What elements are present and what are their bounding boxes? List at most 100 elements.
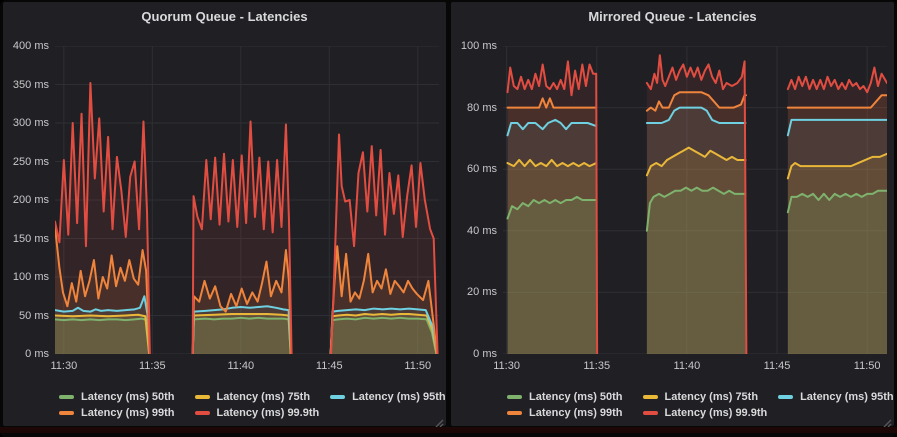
y-tick-label: 350 ms [12,78,49,91]
series-area [787,190,887,354]
series-area [192,313,291,354]
series-line [329,316,438,354]
series-area [55,226,150,354]
panel-title-quorum[interactable]: Quorum Queue - Latencies [141,9,308,24]
series-line [191,305,293,354]
legend-item[interactable]: Latency (ms) 95th [330,391,446,403]
series-line [786,152,887,180]
x-axis-labels: 11:30 11:35 11:40 11:45 11:50 [493,357,887,375]
series-line [55,225,151,354]
legend: Latency (ms) 50th Latency (ms) 75th Latenc… [507,391,894,419]
plot-area[interactable] [503,46,887,354]
window-bottom-edge [0,427,897,433]
series-line [55,81,151,354]
legend-series-label: Latency (ms) 99.9th [664,407,768,419]
legend-series-label: Latency (ms) 99th [81,407,175,419]
legend-series-dash-icon [194,395,210,399]
legend-item[interactable]: Latency (ms) 50th [507,391,623,403]
series-area [646,55,747,354]
legend-series-dash-icon [642,395,658,399]
series-area [507,98,597,354]
y-axis-labels: 0 ms 20 ms 40 ms 60 ms 80 ms 100 ms [451,40,497,360]
series-area [787,119,887,354]
legend-series-dash-icon [507,411,522,415]
series-line [329,307,438,354]
legend-item[interactable]: Latency (ms) 75th [642,391,759,403]
series-area [787,153,887,354]
y-tick-label: 60 ms [467,163,497,176]
legend-series-label: Latency (ms) 99.9th [216,407,320,419]
chart-canvas[interactable] [55,46,439,354]
legend-item[interactable]: Latency (ms) 99.9th [194,407,320,419]
x-axis-labels: 11:30 11:35 11:40 11:45 11:50 [50,357,439,375]
legend-item[interactable]: Latency (ms) 50th [59,391,175,403]
series-line [786,189,887,214]
series-area [787,95,887,354]
x-tick-label: 11:35 [138,360,166,372]
y-tick-label: 0 ms [473,348,497,360]
series-area [330,246,437,354]
series-line [786,118,887,137]
x-tick-label: 11:35 [583,360,611,372]
series-area [646,187,746,354]
y-tick-label: 250 ms [12,155,49,168]
x-tick-label: 11:50 [853,360,881,372]
legend-series-label: Latency (ms) 75th [216,391,311,403]
legend-series-label: Latency (ms) 75th [664,391,759,403]
y-tick-label: 150 ms [12,232,49,245]
series-area [507,61,598,354]
x-tick-label: 11:40 [673,360,701,372]
legend-item[interactable]: Latency (ms) 95th [778,391,894,403]
legend-row: Latency (ms) 99th Latency (ms) 99.9th [507,407,894,419]
series-line [330,133,439,354]
panel-title-mirrored[interactable]: Mirrored Queue - Latencies [588,9,757,24]
series-line [329,312,438,354]
panel-mirrored-queue: Mirrored Queue - Latencies 0 ms 20 ms 40 m… [451,2,894,428]
series-line [191,120,293,354]
panel-resize-handle[interactable] [435,415,444,428]
legend-series-dash-icon [330,395,346,399]
y-tick-label: 50 ms [19,309,49,322]
legend-item[interactable]: Latency (ms) 99.9th [642,407,768,419]
legend-item[interactable]: Latency (ms) 75th [194,391,311,403]
series-line [645,106,747,124]
y-tick-label: 100 ms [12,271,49,283]
x-tick-label: 11:50 [404,360,432,372]
legend-row: Latency (ms) 99th Latency (ms) 99.9th [59,407,446,419]
series-line [329,245,438,354]
chart-quorum: 0 ms 50 ms 100 ms 150 ms 200 ms 250 ms 300 ms 3… [3,30,446,375]
legend-item[interactable]: Latency (ms) 99th [59,407,175,419]
legend-item[interactable]: Latency (ms) 99th [507,407,623,419]
chart-canvas[interactable] [503,46,887,354]
panel-resize-handle[interactable] [883,415,892,428]
legend-series-dash-icon [59,411,74,415]
legend: Latency (ms) 50th Latency (ms) 75th Latenc… [59,391,446,419]
series-line [786,66,887,94]
panels-row: Quorum Queue - Latencies 0 ms 50 ms 100 ms… [3,2,894,428]
x-tick-label: 11:45 [763,360,791,372]
x-tick-label: 11:30 [50,360,78,372]
x-tick-label: 11:40 [227,360,255,372]
series-line [645,54,748,354]
series-line [506,158,598,168]
series-line [645,91,748,112]
y-tick-label: 40 ms [467,224,497,237]
y-tick-label: 300 ms [12,117,49,129]
series-line [506,118,598,137]
series-line [191,249,293,354]
legend-row: Latency (ms) 50th Latency (ms) 75th Latenc… [59,391,446,403]
legend-row: Latency (ms) 50th Latency (ms) 75th Latenc… [507,391,894,403]
plot-area[interactable] [55,46,439,354]
series-area [507,159,597,354]
legend-series-label: Latency (ms) 95th [800,391,894,403]
series-line [506,195,598,220]
legend-series-label: Latency (ms) 95th [352,391,446,403]
y-tick-label: 100 ms [460,40,497,52]
series-area [646,147,746,354]
y-tick-label: 20 ms [467,286,497,299]
series-area [787,67,887,354]
series-area [192,250,292,354]
series-area [330,317,437,354]
y-tick-label: 200 ms [12,194,49,206]
series-line [786,94,887,109]
